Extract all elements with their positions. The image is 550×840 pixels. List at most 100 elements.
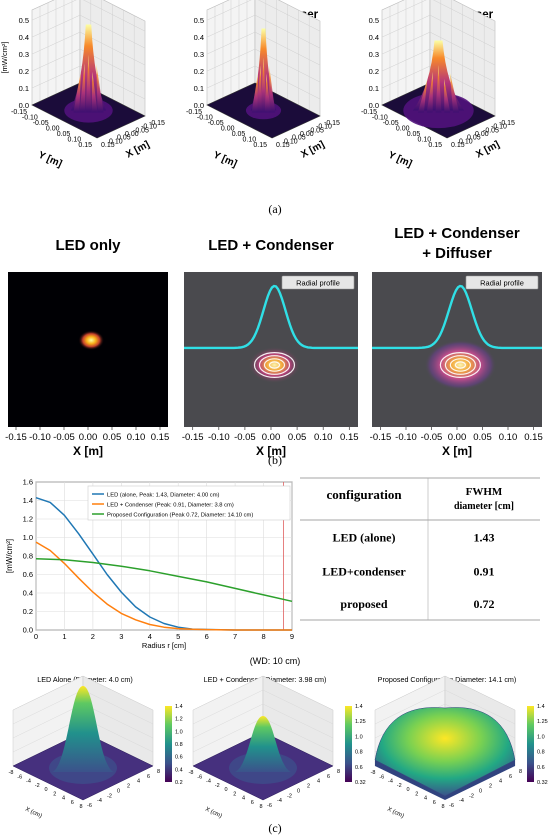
- x-tick-label: 0: [44, 787, 47, 793]
- x-tick-label: 4: [148, 632, 152, 641]
- z-tick-label: 0.5: [19, 16, 29, 25]
- y-tick-label: 0.2: [23, 607, 33, 616]
- x-tick-label: 0.05: [288, 432, 307, 443]
- x-tick-label: -0.10: [491, 124, 507, 131]
- contour-ring: [449, 358, 471, 372]
- z-tick-label: 0.4: [19, 33, 29, 42]
- surface-dome: [374, 707, 516, 797]
- y-tick-label: 0.05: [407, 131, 421, 138]
- y-axis-label: Y [m]: [211, 150, 238, 170]
- y-tick-label: 0.15: [253, 142, 267, 149]
- x-tick-label: 0.15: [151, 432, 170, 443]
- y-axis-label: Y [m]: [36, 150, 63, 170]
- y-tick-label: -0.10: [372, 115, 388, 122]
- x-tick-label: 8: [261, 632, 265, 641]
- x-axis-label: X (cm): [24, 807, 43, 820]
- surface-spike: [260, 57, 267, 113]
- z-tick-label: 0.4: [194, 33, 204, 42]
- inset-label-box: [465, 275, 539, 290]
- light-spot: [78, 330, 105, 351]
- x-tick-label: 8: [79, 804, 82, 810]
- x-axis-label: X [m]: [73, 444, 103, 458]
- x-axis-label: X [m]: [474, 139, 501, 160]
- table-cell-config: LED (alone): [333, 531, 396, 545]
- y-tick-label: -0.05: [33, 120, 49, 127]
- surface-spike: [449, 72, 460, 113]
- x-tick-label: 5: [176, 632, 180, 641]
- fwhm-table: configuration FWHM diameter [cm] LED (alone…: [300, 477, 540, 621]
- x-tick-label: -0.05: [53, 432, 75, 443]
- contour-ring: [444, 355, 476, 375]
- colorbar-tick-label: 1.25: [355, 719, 366, 725]
- y-tick-label: -0.05: [208, 120, 224, 127]
- x-tick-label: 2: [233, 791, 236, 797]
- contour-ring: [258, 355, 291, 375]
- x-tick-label: -6: [197, 774, 202, 780]
- caption-c: (c): [268, 821, 281, 835]
- table-cell-config: LED+condenser: [322, 565, 406, 579]
- y-tick-label: 0.05: [57, 131, 71, 138]
- intensity-map-3: LED + Condenser + Diffuser Radial profile -…: [370, 225, 543, 458]
- viridis-surface-2: LED + Condenser (Diameter: 3.98 cm)-8-6-…: [189, 675, 366, 820]
- surface-spike: [96, 63, 104, 113]
- legend-entry: Proposed Configuration (Peak 0.72, Diame…: [107, 513, 253, 519]
- x-tick-label: -0.15: [324, 120, 340, 127]
- x-tick-label: -0.05: [483, 127, 499, 134]
- y-tick-label: 4: [499, 779, 502, 785]
- x-tick-label: 2: [415, 791, 418, 797]
- series-line-2: [35, 541, 292, 631]
- colorbar-tick-label: 0.6: [355, 765, 363, 771]
- y-tick-label: -6: [87, 803, 92, 809]
- viridis-surface-3: Proposed Configuration Diameter: 14.1 cm…: [371, 675, 548, 820]
- y-tick-label: 0.6: [23, 570, 33, 579]
- inset-label: Radial profile: [480, 279, 524, 288]
- x-tick-label: 0.05: [467, 135, 481, 142]
- surface-spike: [73, 71, 81, 113]
- wall-gridline: [192, 689, 334, 725]
- z-tick-label: 0.4: [369, 33, 379, 42]
- colorbar-tick-label: 1.0: [175, 729, 183, 735]
- y-axis-label: [mW/cm²]: [5, 539, 14, 573]
- y-tick-label: 0.05: [232, 131, 246, 138]
- table-cell-fwhm: 0.91: [474, 565, 495, 579]
- x-tick-label: 0.10: [127, 432, 146, 443]
- colorbar-tick-label: 0.6: [175, 755, 183, 761]
- x-tick-label: 0.10: [284, 138, 298, 145]
- x-tick-label: 1: [62, 632, 66, 641]
- x-tick-label: 0.05: [473, 432, 492, 443]
- x-tick-label: -8: [9, 770, 14, 776]
- y-tick-label: 0.4: [23, 589, 33, 598]
- z-tick-label: 0.2: [194, 67, 204, 76]
- y-tick-label: -4: [277, 798, 282, 804]
- colorbar-tick-label: 1.4: [175, 704, 183, 710]
- legend-entry: LED (alone, Peak: 1.43, Diameter: 4.00 c…: [107, 493, 220, 499]
- x-tick-label: 6: [433, 800, 436, 806]
- map-title: + Diffuser: [422, 245, 492, 262]
- x-tick-label: -6: [17, 774, 22, 780]
- y-tick-label: -0.10: [197, 115, 213, 122]
- x-tick-label: 0.15: [451, 142, 465, 149]
- x-tick-label: -0.10: [141, 124, 157, 131]
- surface-spike: [256, 65, 263, 113]
- y-tick-label: 6: [509, 774, 512, 780]
- y-tick-label: -0.15: [186, 109, 202, 116]
- colorbar-tick-label: 0.6: [537, 765, 545, 771]
- colorbar-tick-label: 1.25: [537, 719, 548, 725]
- intensity-map-2: LED + Condenser Radial profile -0.15 -0.10-…: [182, 237, 359, 458]
- y-tick-label: 2: [127, 784, 130, 790]
- x-tick-label: 0: [406, 787, 409, 793]
- x-axis-label: X [m]: [124, 139, 151, 160]
- colorbar-tick-label: 1.4: [355, 704, 363, 710]
- y-tick-label: 1.6: [23, 478, 33, 487]
- surface-plot-3: LED + Condenser+ Diffuser0.50.40.30.20.1…: [361, 0, 515, 170]
- y-tick-label: 2: [489, 784, 492, 790]
- y-tick-label: 8: [519, 769, 522, 775]
- x-axis-label: Radius r [cm]: [142, 641, 186, 650]
- colorbar-tick-label: 0.2: [175, 780, 183, 786]
- x-tick-label: 0.15: [340, 432, 359, 443]
- x-tick-label: -4: [206, 779, 211, 785]
- map-title: LED + Condenser: [208, 237, 334, 254]
- table-header-diameter: diameter [cm]: [454, 501, 514, 512]
- x-tick-label: 0.00: [448, 432, 467, 443]
